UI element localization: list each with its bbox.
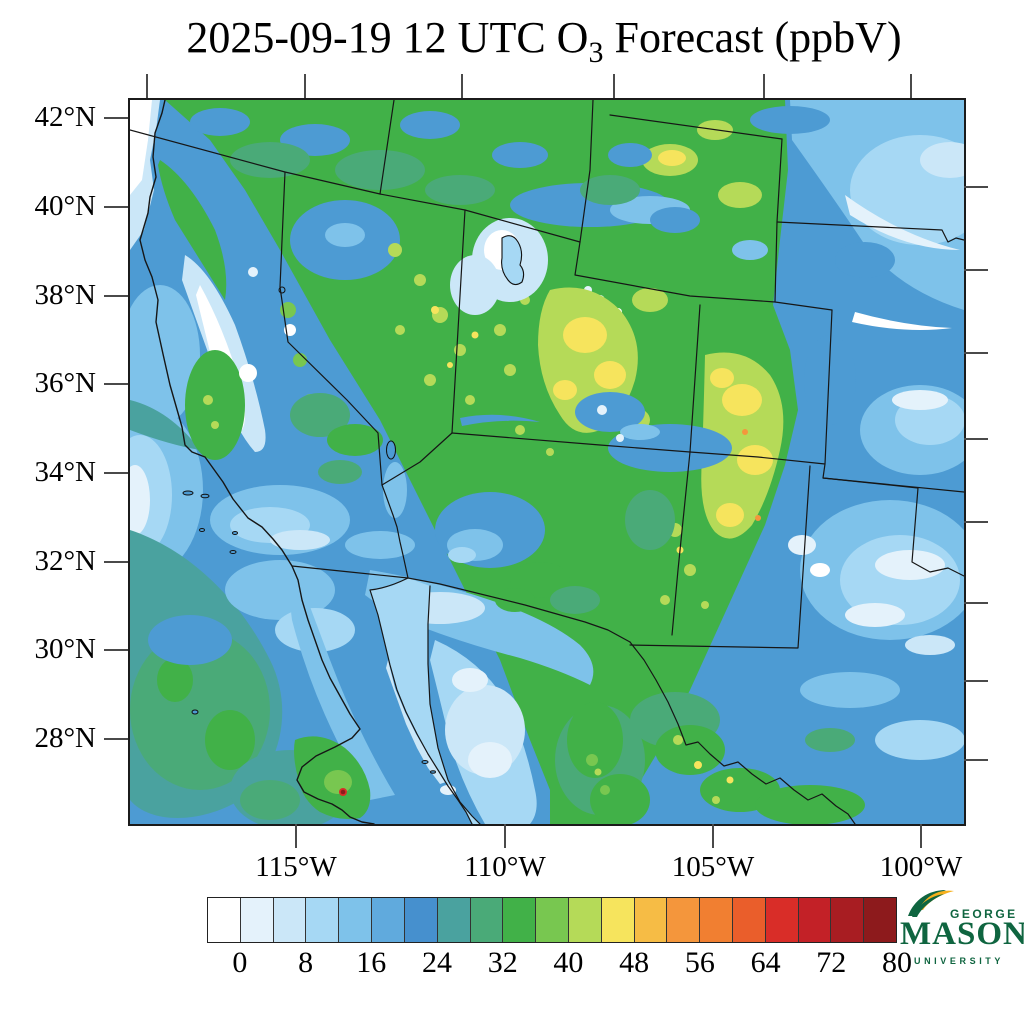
lon-tick-top xyxy=(461,74,463,98)
colorbar-tick-label: 0 xyxy=(232,946,248,979)
colorbar-tick-label: 8 xyxy=(298,946,314,979)
colorbar xyxy=(207,897,897,943)
page-title: 2025-09-19 12 UTC O3 Forecast (ppbV) xyxy=(186,13,902,69)
lat-axis-label: 40°N xyxy=(34,190,96,222)
lon-tick-top xyxy=(146,74,148,98)
colorbar-cell xyxy=(404,898,438,942)
lat-tick xyxy=(104,738,128,740)
lat-axis-label: 28°N xyxy=(34,722,96,754)
colorbar-cell xyxy=(470,898,504,942)
lat-tick-right xyxy=(964,186,988,188)
map-plot-area xyxy=(128,98,966,826)
colorbar-cell xyxy=(536,898,569,942)
state-borders xyxy=(130,100,964,824)
lat-tick xyxy=(104,561,128,563)
colorbar-tick-label: 32 xyxy=(487,946,518,979)
lat-tick xyxy=(104,295,128,297)
colorbar-cell xyxy=(864,898,897,942)
lon-tick xyxy=(504,824,506,848)
colorbar-cell xyxy=(601,898,635,942)
baja-east-coast xyxy=(369,577,473,824)
colorbar-cell xyxy=(437,898,471,942)
gmu-swoosh-icon xyxy=(908,890,954,917)
colorbar-cell xyxy=(831,898,865,942)
lat-tick xyxy=(104,472,128,474)
lat-axis-label: 42°N xyxy=(34,101,96,133)
lat-axis-label: 32°N xyxy=(34,545,96,577)
lon-tick xyxy=(295,824,297,848)
lat-tick-right xyxy=(964,680,988,682)
lon-tick-top xyxy=(763,74,765,98)
colorbar-cell xyxy=(306,898,340,942)
rio-grande-border xyxy=(629,641,856,824)
colorbar-tick-label: 80 xyxy=(882,946,912,979)
lat-tick-right xyxy=(964,352,988,354)
lat-tick-right xyxy=(964,602,988,604)
colorbar-tick-label: 40 xyxy=(553,946,584,979)
logo-university-text: UNIVERSITY xyxy=(913,956,1004,966)
logo-mason-text: MASON xyxy=(900,916,1024,952)
colorbar-tick-label: 64 xyxy=(750,946,781,979)
colorbar-cell xyxy=(503,898,537,942)
lat-axis-label: 34°N xyxy=(34,456,96,488)
lon-axis-label: 100°W xyxy=(879,851,963,883)
lon-axis-label: 105°W xyxy=(671,851,755,883)
colorbar-tick-label: 24 xyxy=(422,946,452,979)
lat-tick xyxy=(104,383,128,385)
lon-axis-label: 110°W xyxy=(464,851,546,883)
lat-axis-label: 38°N xyxy=(34,279,96,311)
lat-tick-right xyxy=(964,521,988,523)
lat-tick xyxy=(104,206,128,208)
lon-tick-top xyxy=(613,74,615,98)
colorbar-cell xyxy=(733,898,766,942)
colorbar-tick-label: 72 xyxy=(816,946,847,979)
lat-tick xyxy=(104,649,128,651)
colorbar-cell xyxy=(700,898,733,942)
lon-tick xyxy=(712,824,714,848)
logo-george-text: GEORGE xyxy=(950,907,1018,921)
lat-tick xyxy=(104,117,128,119)
lon-axis-label: 115°W xyxy=(255,851,337,883)
gmu-logo: GEORGE MASON UNIVERSITY xyxy=(898,890,1024,978)
colorbar-cell xyxy=(667,898,701,942)
land-green-core xyxy=(165,100,798,824)
lat-axis-label: 30°N xyxy=(34,633,96,665)
map-canvas xyxy=(130,100,964,824)
lon-tick-top xyxy=(910,74,912,98)
coastline xyxy=(139,100,375,824)
colorbar-tick-label: 48 xyxy=(619,946,650,979)
colorbar-cell xyxy=(208,898,241,942)
colorbar-cell xyxy=(372,898,405,942)
colorbar-cell xyxy=(568,898,602,942)
colorbar-cell xyxy=(765,898,799,942)
colorbar-cell xyxy=(240,898,274,942)
lat-tick-right xyxy=(964,759,988,761)
lat-tick-right xyxy=(964,269,988,271)
colorbar-cell xyxy=(798,898,832,942)
colorbar-cell xyxy=(339,898,373,942)
lon-tick xyxy=(920,824,922,848)
mainland-mexico-coast xyxy=(427,585,481,824)
lat-tick-right xyxy=(964,438,988,440)
lon-tick-top xyxy=(304,74,306,98)
colorbar-tick-label: 56 xyxy=(684,946,715,979)
colorbar-tick-label: 16 xyxy=(356,946,387,979)
colorbar-cell xyxy=(634,898,668,942)
lat-axis-label: 36°N xyxy=(34,367,96,399)
colorbar-cell xyxy=(273,898,307,942)
